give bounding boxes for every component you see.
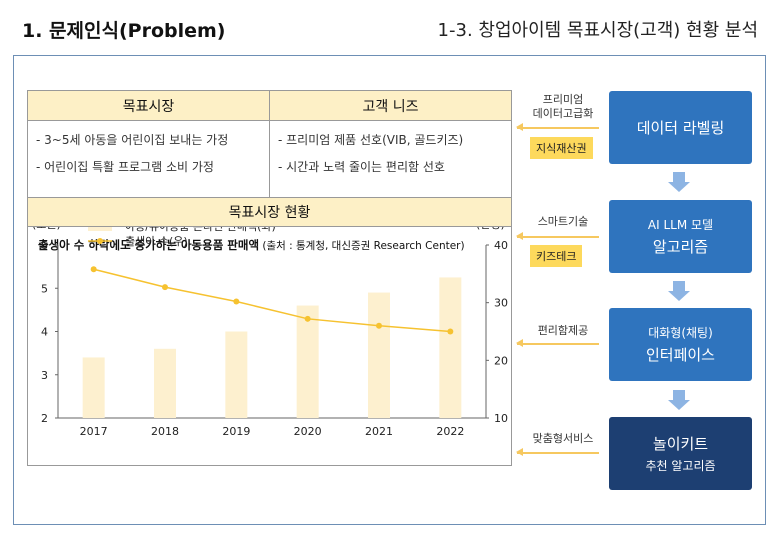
flow-step-label: 대화형(채팅) bbox=[648, 326, 713, 340]
flow-input-label: 맞춤형서비스 bbox=[532, 432, 594, 445]
left-tick-label: 4 bbox=[41, 326, 48, 339]
left-arrow-icon bbox=[516, 340, 599, 346]
target-market-box: 목표시장 고객 니즈 - 3~5세 아동을 어린이집 보내는 가정 - 어린이집… bbox=[27, 90, 512, 466]
flow-step-sublabel: 추천 알고리즘 bbox=[645, 459, 716, 473]
right-tick-label: 40 bbox=[494, 239, 508, 252]
target-market-list: - 3~5세 아동을 어린이집 보내는 가정 - 어린이집 특활 프로그램 소비… bbox=[28, 121, 270, 197]
flow-step-chat-interface: 대화형(채팅) 인터페이스 bbox=[609, 308, 752, 381]
x-tick-label: 2017 bbox=[80, 425, 108, 438]
flow-step-play-kit: 놀이키트 추천 알고리즘 bbox=[609, 417, 752, 490]
legend-line-label: 출생아 수(우) bbox=[125, 235, 188, 248]
births-point bbox=[447, 328, 454, 335]
x-tick-label: 2021 bbox=[365, 425, 393, 438]
flow-input-label: 편리함제공 bbox=[537, 324, 589, 337]
down-arrow-icon bbox=[668, 390, 690, 410]
flow-step-label: 놀이키트 bbox=[652, 435, 709, 453]
list-item: - 시간과 노력 줄이는 편리함 선호 bbox=[278, 160, 445, 174]
flow-step-data-labeling: 데이터 라벨링 bbox=[609, 91, 752, 164]
births-point bbox=[233, 298, 240, 305]
left-arrow-icon bbox=[516, 233, 599, 239]
x-tick-label: 2020 bbox=[294, 425, 322, 438]
births-point bbox=[90, 266, 97, 273]
bar bbox=[82, 357, 105, 418]
bar bbox=[368, 292, 390, 418]
customer-needs-header: 고객 니즈 bbox=[270, 91, 511, 121]
bar bbox=[154, 348, 176, 418]
left-tick-label: 6 bbox=[41, 239, 48, 252]
target-market-header: 목표시장 bbox=[28, 91, 270, 121]
kidstech-tag: 키즈테크 bbox=[530, 245, 583, 267]
down-arrow-icon bbox=[668, 172, 690, 192]
flow-input-label: 스마트기술 bbox=[537, 215, 589, 228]
left-arrow-icon bbox=[516, 449, 599, 455]
content-frame bbox=[13, 55, 766, 525]
births-point bbox=[304, 315, 311, 322]
births-line bbox=[93, 268, 451, 333]
ip-tag: 지식재산권 bbox=[530, 137, 593, 159]
flow-step-sublabel: 인터페이스 bbox=[645, 346, 715, 364]
chart-source: (출처 : 통계청, 대신증권 Research Center) bbox=[259, 240, 465, 252]
section-title: 1-3. 창업아이템 목표시장(고객) 현황 분석 bbox=[437, 20, 758, 41]
x-tick-label: 2018 bbox=[151, 425, 179, 438]
left-tick-label: 3 bbox=[41, 369, 48, 382]
bar bbox=[439, 277, 462, 418]
left-tick-label: 2 bbox=[41, 412, 48, 425]
sales-births-chart: 2 3 4 5 6 10 20 30 40 (조원) (만명) 2017 2018 2019 2020 202… bbox=[32, 227, 508, 438]
flow-step-sublabel: 알고리즘 bbox=[652, 238, 709, 256]
left-tick-label: 5 bbox=[41, 282, 48, 295]
flow-step-label: 데이터 라벨링 bbox=[636, 119, 725, 137]
x-tick-label: 2022 bbox=[436, 425, 464, 438]
births-point bbox=[162, 284, 168, 291]
bar bbox=[296, 305, 319, 418]
list-item: - 3~5세 아동을 어린이집 보내는 가정 bbox=[36, 133, 229, 147]
legend-bar-label: 아동/유아용품 온라인 판매액(좌) bbox=[125, 227, 276, 233]
legend-line-marker bbox=[97, 238, 103, 244]
right-axis-label: (만명) bbox=[476, 227, 505, 231]
down-arrow-icon bbox=[668, 281, 690, 301]
births-point bbox=[376, 322, 382, 329]
list-item: - 어린이집 특활 프로그램 소비 가정 bbox=[36, 160, 214, 174]
flow-input-label: 프리미엄 데이터고급화 bbox=[532, 93, 594, 120]
bar bbox=[225, 331, 248, 418]
left-axis-label: (조원) bbox=[32, 227, 61, 231]
x-tick-label: 2019 bbox=[222, 425, 250, 438]
list-item: - 프리미엄 제품 선호(VIB, 골드키즈) bbox=[278, 133, 464, 147]
flow-step-label: AI LLM 모델 bbox=[647, 218, 714, 232]
customer-needs-list: - 프리미엄 제품 선호(VIB, 골드키즈) - 시간과 노력 줄이는 편리함… bbox=[270, 121, 511, 197]
left-arrow-icon bbox=[516, 124, 599, 130]
legend-bar-swatch bbox=[88, 227, 112, 231]
right-tick-label: 10 bbox=[494, 412, 508, 425]
right-tick-label: 20 bbox=[494, 354, 508, 367]
flow-step-ai-model: AI LLM 모델 알고리즘 bbox=[609, 200, 752, 273]
right-tick-label: 30 bbox=[494, 297, 508, 310]
page-title: 1. 문제인식(Problem) bbox=[22, 20, 226, 42]
market-status-header: 목표시장 현황 bbox=[28, 197, 511, 227]
